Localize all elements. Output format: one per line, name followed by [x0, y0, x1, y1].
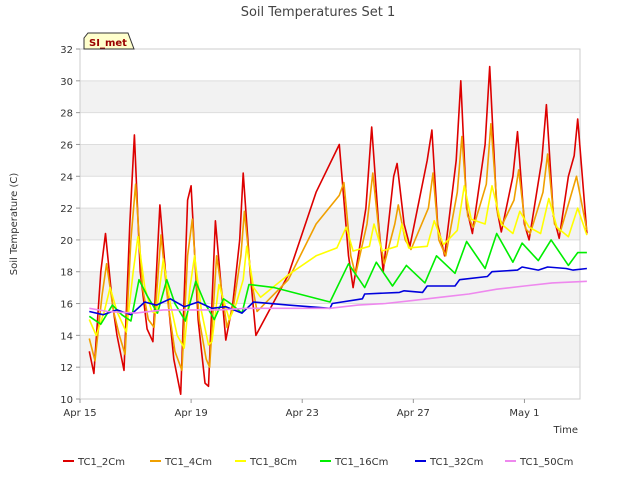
y-tick-label: 28 — [60, 109, 73, 120]
legend-label: TC1_4Cm — [164, 457, 212, 468]
y-tick-label: 24 — [60, 172, 73, 183]
x-axis-ticks: Apr 15 Apr 19 Apr 23 Apr 27 May 1 — [63, 399, 540, 419]
series-line-tc1-4cm — [88, 123, 588, 372]
y-axis-ticks: 10 12 14 16 18 20 22 24 26 28 30 32 — [60, 45, 80, 406]
x-axis-label: Time — [553, 425, 578, 436]
site-label-badge: SI_met — [83, 32, 135, 50]
legend: TC1_2Cm TC1_4Cm TC1_8Cm TC1_16Cm TC1_32Cm TC1… — [63, 457, 573, 468]
legend-label: TC1_32Cm — [429, 457, 483, 468]
legend-label: TC1_16Cm — [334, 457, 388, 468]
site-label-box — [83, 32, 135, 50]
series-line-tc1-50cm — [89, 280, 587, 314]
legend-label: TC1_8Cm — [249, 457, 297, 468]
grid-bands — [80, 80, 580, 368]
site-label-text: SI_met — [89, 38, 127, 49]
series-line-tc1-2cm — [88, 65, 588, 395]
chart-title: Soil Temperatures Set 1 — [241, 5, 396, 20]
y-tick-label: 22 — [60, 204, 73, 215]
series-line-tc1-16cm — [88, 232, 587, 325]
y-tick-label: 20 — [60, 236, 73, 247]
y-tick-label: 14 — [60, 331, 73, 342]
legend-label: TC1_50Cm — [519, 457, 573, 468]
plot-frame — [79, 48, 581, 400]
grid-band — [80, 80, 580, 113]
y-tick-label: 32 — [60, 45, 73, 56]
y-tick-label: 16 — [60, 300, 73, 311]
x-tick-label: May 1 — [509, 408, 539, 419]
y-axis-label: Soil Temperature (C) — [9, 173, 20, 276]
series-line-tc1-32cm — [89, 266, 587, 316]
y-tick-label: 18 — [60, 268, 73, 279]
x-tick-label: Apr 15 — [63, 408, 96, 419]
legend-label: TC1_2Cm — [77, 457, 125, 468]
grid-band — [80, 271, 580, 304]
series-layer — [88, 65, 588, 395]
x-tick-label: Apr 19 — [175, 408, 208, 419]
x-tick-label: Apr 23 — [286, 408, 319, 419]
grid-band — [80, 144, 580, 177]
grid-band — [80, 335, 580, 368]
y-tick-label: 30 — [60, 77, 73, 88]
x-tick-label: Apr 27 — [397, 408, 430, 419]
y-tick-label: 12 — [60, 363, 73, 374]
y-tick-label: 10 — [60, 395, 73, 406]
y-tick-label: 26 — [60, 140, 73, 151]
